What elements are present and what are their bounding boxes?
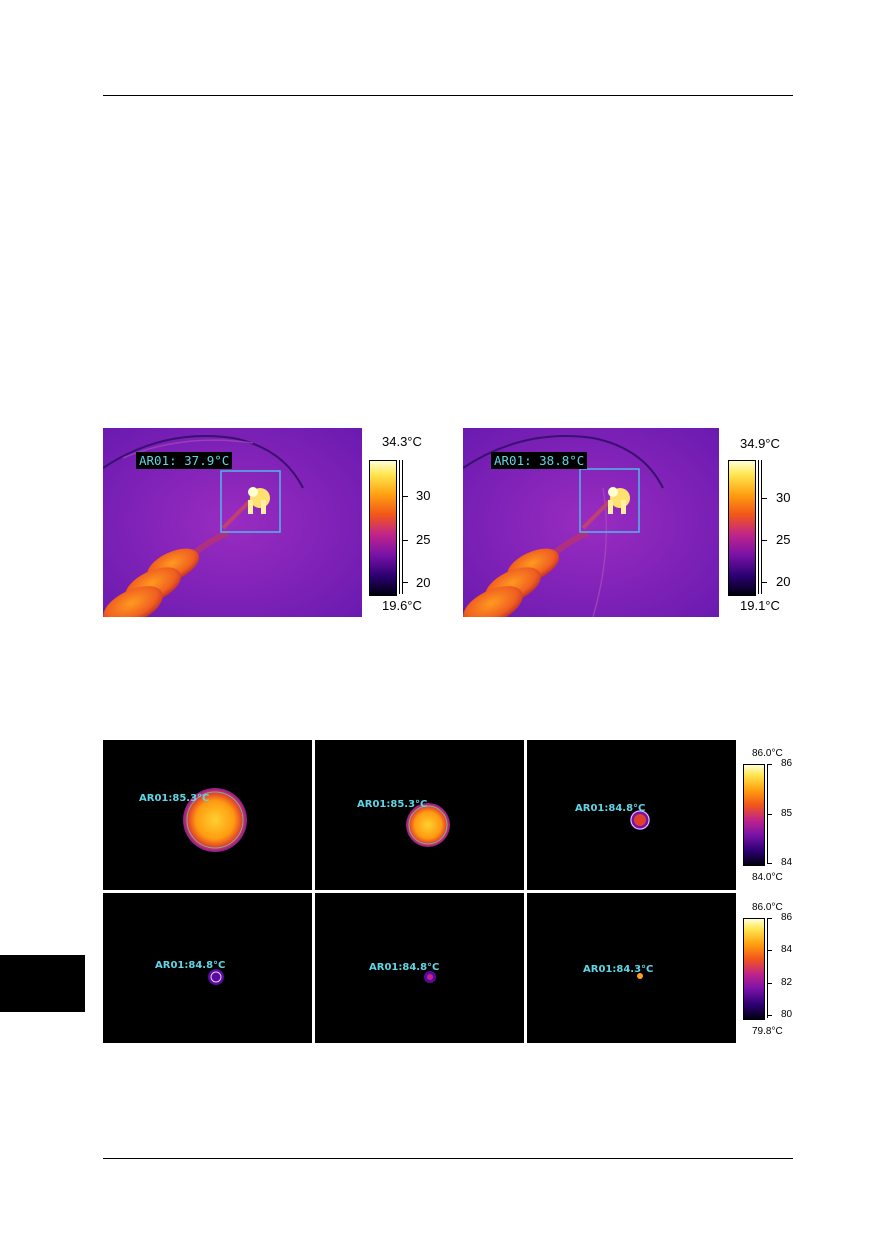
roi-box	[579, 468, 640, 533]
tick-label: 30	[776, 490, 791, 505]
scale-min: 19.1°C	[740, 598, 780, 613]
hotspot	[248, 487, 270, 514]
ar-label: AR01:85.3°C	[357, 799, 428, 810]
color-bar	[369, 460, 397, 596]
scale-min: 79.8°C	[752, 1026, 783, 1037]
ar-label: AR01:84.8°C	[575, 803, 646, 814]
scale-max: 34.9°C	[740, 436, 780, 451]
insulator	[463, 548, 560, 617]
thermal-panel-r1c3: AR01:84.8°C	[527, 740, 736, 890]
tick-label: 86	[781, 758, 793, 769]
tick-label: 25	[416, 532, 431, 547]
chapter-tab	[0, 955, 85, 1012]
thermal-image-1: AR01: 37.9°C	[103, 428, 362, 617]
tick-label: 20	[416, 575, 431, 590]
ar-label: AR01: 37.9°C	[136, 452, 233, 469]
scale-max: 86.0°C	[752, 902, 783, 913]
footer-rule	[103, 1158, 793, 1159]
header-rule	[103, 95, 793, 96]
ar-label: AR01:84.8°C	[369, 962, 440, 973]
insulator	[103, 548, 200, 617]
ar-label: AR01:84.8°C	[155, 960, 226, 971]
hotspot	[608, 487, 630, 514]
thermal-panel-r2c1: AR01:84.8°C	[103, 893, 312, 1043]
scale-max: 34.3°C	[382, 434, 422, 449]
thermal-image-2: AR01: 38.8°C	[463, 428, 719, 617]
color-bar	[743, 764, 765, 866]
tick-label: 25	[776, 532, 791, 547]
tick-label: 84	[781, 857, 793, 868]
thermal-panel-r2c3: AR01:84.3°C	[527, 893, 736, 1043]
tick-label: 86	[781, 912, 793, 923]
ar-label: AR01:85.3°C	[139, 793, 210, 804]
thermal-panel-r1c1: AR01:85.3°C	[103, 740, 312, 890]
temperature-scale-2: 34.9°C 30 25 20 19.1°C	[726, 436, 796, 616]
scale-min: 84.0°C	[752, 872, 783, 883]
thermal-panel-r2c2: AR01:84.8°C	[315, 893, 524, 1043]
grid-scale-1: 86.0°C 86 85 84 84.0°C	[742, 748, 796, 888]
tick-label: 84	[781, 944, 793, 955]
ar-label: AR01:84.3°C	[583, 964, 654, 975]
scale-max: 86.0°C	[752, 748, 783, 759]
scale-min: 19.6°C	[382, 598, 422, 613]
roi-box	[220, 470, 281, 533]
tick-label: 20	[776, 574, 791, 589]
tick-label: 82	[781, 977, 793, 988]
grid-scale-2: 86.0°C 86 84 82 80 79.8°C	[742, 902, 796, 1042]
tick-label: 80	[781, 1009, 793, 1020]
thermal-panel-r1c2: AR01:85.3°C	[315, 740, 524, 890]
color-bar	[728, 460, 756, 596]
tick-label: 30	[416, 488, 431, 503]
tick-label: 85	[781, 808, 793, 819]
color-bar	[743, 918, 765, 1020]
temperature-scale-1: 34.3°C 30 25 20 19.6°C	[368, 434, 438, 614]
ar-label: AR01: 38.8°C	[491, 452, 588, 469]
